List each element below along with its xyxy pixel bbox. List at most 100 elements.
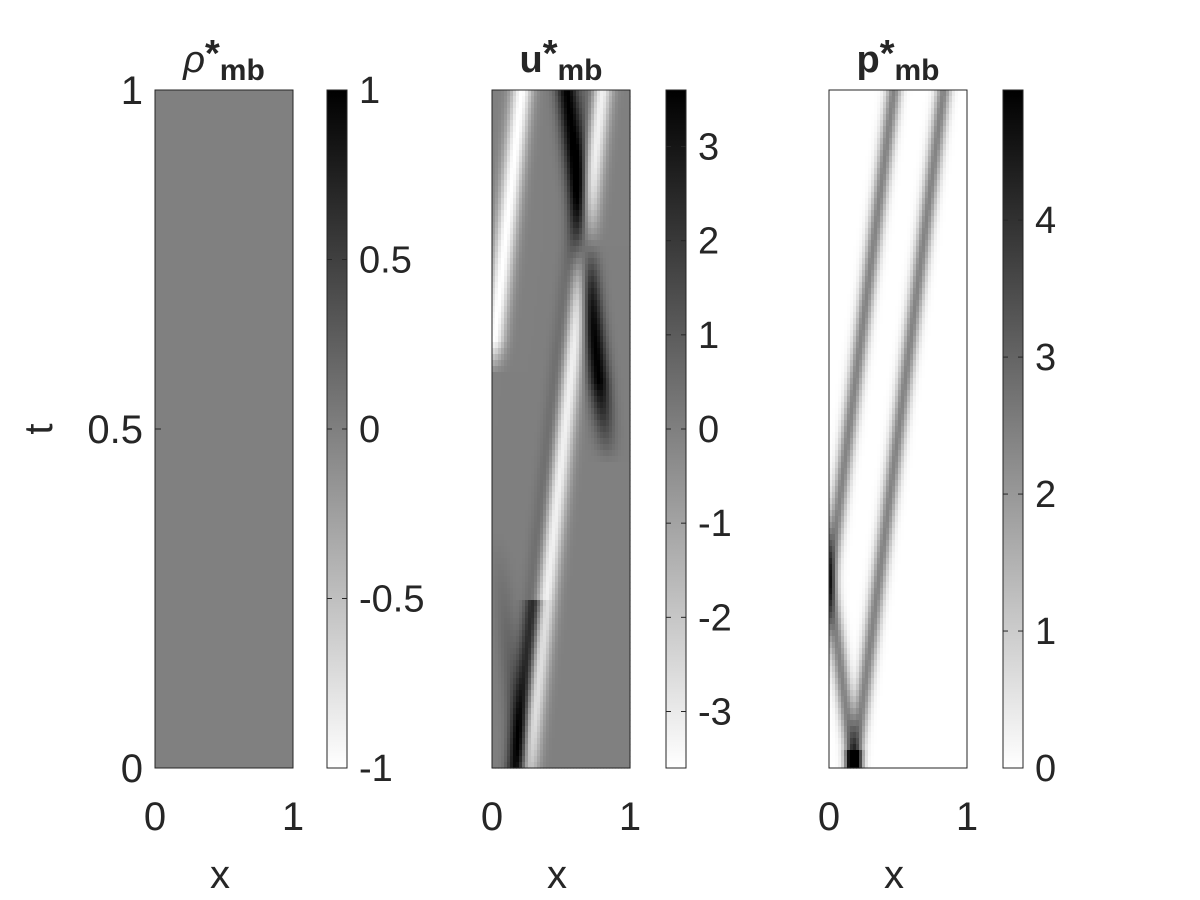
heatmap-cell [597,540,601,547]
heatmap-cell [579,660,583,667]
heatmap-cell [519,114,523,121]
heatmap-cell [504,120,508,127]
heatmap-cell [627,492,631,499]
heatmap-cell [606,510,610,517]
heatmap-cell [528,204,532,211]
heatmap-cell [534,378,538,385]
heatmap-cell [612,450,616,457]
heatmap-cell [606,588,610,595]
heatmap-cell [546,684,550,691]
heatmap-cell [528,114,532,121]
heatmap-cell [615,144,619,151]
heatmap-cell [621,450,625,457]
heatmap-cell [555,612,559,619]
heatmap-cell [519,120,523,127]
heatmap-cell [609,390,613,397]
heatmap-cell [624,588,628,595]
heatmap-cell [555,318,559,325]
heatmap-cell [585,648,589,655]
heatmap-cell [612,696,616,703]
heatmap-cell [498,450,502,457]
heatmap-cell [555,282,559,289]
heatmap-cell [564,318,568,325]
heatmap-cell [588,588,592,595]
heatmap-cell [558,732,562,739]
heatmap-cell [573,660,577,667]
heatmap-cell [495,276,499,283]
heatmap-cell [618,144,622,151]
heatmap-cell [510,600,514,607]
heatmap-cell [513,606,517,613]
heatmap-cell [507,96,511,103]
heatmap-cell [528,168,532,175]
heatmap-cell [588,258,592,265]
heatmap-cell [546,660,550,667]
heatmap-cell [492,156,496,163]
heatmap-cell [546,414,550,421]
heatmap-cell [531,666,535,673]
heatmap-cell [588,732,592,739]
heatmap-cell [546,282,550,289]
heatmap-cell [615,330,619,337]
heatmap-cell [594,198,598,205]
heatmap-cell [540,96,544,103]
heatmap-cell [516,726,520,733]
heatmap-cell [528,438,532,445]
heatmap-cell [522,468,526,475]
heatmap-cell [540,102,544,109]
heatmap-cell [555,228,559,235]
heatmap-cell [627,228,631,235]
heatmap-cell [597,252,601,259]
heatmap-cell [600,690,604,697]
heatmap-cell [615,528,619,535]
heatmap-cell [519,354,523,361]
heatmap-cell [561,486,565,493]
heatmap-cell [609,540,613,547]
heatmap-cell [561,138,565,145]
heatmap-cell [528,504,532,511]
heatmap-cell [513,342,517,349]
heatmap-cell [507,522,511,529]
heatmap-cell [594,558,598,565]
heatmap-cell [540,288,544,295]
heatmap-cell [498,192,502,199]
heatmap-cell [525,162,529,169]
heatmap-cell [603,114,607,121]
heatmap-cell [492,540,496,547]
heatmap-cell [567,486,571,493]
heatmap-cell [534,246,538,253]
heatmap-cell [510,456,514,463]
heatmap-cell [594,726,598,733]
heatmap-cell [507,108,511,115]
heatmap-cell [510,588,514,595]
heatmap-cell [510,696,514,703]
heatmap-cell [510,654,514,661]
heatmap-cell [582,132,586,139]
heatmap-cell [612,330,616,337]
heatmap-cell [582,582,586,589]
heatmap-cell [546,258,550,265]
heatmap-cell [606,696,610,703]
heatmap-cell [612,480,616,487]
heatmap-cell [540,318,544,325]
heatmap-cell [588,522,592,529]
heatmap-cell [627,204,631,211]
heatmap-cell [519,216,523,223]
heatmap-cell [627,168,631,175]
heatmap-cell [522,132,526,139]
heatmap-cell [504,336,508,343]
heatmap-cell [570,672,574,679]
heatmap-cell [558,588,562,595]
heatmap-cell [594,660,598,667]
heatmap-cell [540,588,544,595]
heatmap-cell [531,324,535,331]
heatmap-cell [603,558,607,565]
heatmap-cell [606,678,610,685]
heatmap-cell [597,246,601,253]
heatmap-cell [621,690,625,697]
heatmap-cell [525,282,529,289]
heatmap-cell [612,438,616,445]
heatmap-cell [564,264,568,271]
heatmap-cell [576,462,580,469]
heatmap-cell [585,492,589,499]
